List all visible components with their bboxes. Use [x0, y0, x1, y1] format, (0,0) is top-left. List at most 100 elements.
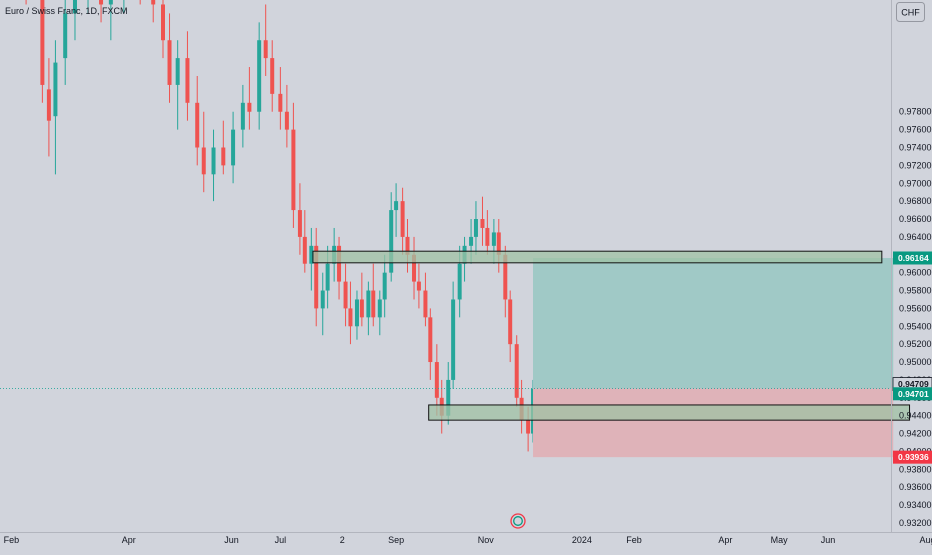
price-tick-label: 0.94400 — [899, 411, 932, 421]
time-tick-label: Jun — [224, 535, 239, 545]
candle-body — [394, 201, 398, 210]
candle-body — [508, 299, 512, 344]
bar-replay-icon[interactable] — [511, 514, 525, 528]
price-tick-label: 0.93400 — [899, 500, 932, 510]
time-tick-label: 2 — [340, 535, 345, 545]
candle-body — [303, 237, 307, 264]
candle-body — [469, 237, 473, 246]
price-tick-label: 0.97600 — [899, 125, 932, 135]
candle-body — [326, 264, 330, 291]
candle-body — [202, 148, 206, 175]
candle-body — [360, 299, 364, 317]
candle-body — [348, 308, 352, 326]
time-tick-label: Sep — [388, 535, 404, 545]
price-tick-label: 0.95800 — [899, 286, 932, 296]
candle-body — [185, 58, 189, 103]
candle-body — [231, 130, 235, 166]
time-tick-label: Aug — [919, 535, 932, 545]
price-tag-label: 0.94701 — [898, 389, 929, 399]
candle-body — [99, 0, 103, 4]
candle-body — [53, 63, 57, 117]
candle-body — [212, 148, 216, 175]
price-tick-label: 0.93200 — [899, 518, 932, 528]
candle-body — [298, 210, 302, 237]
candle-body — [264, 40, 268, 58]
time-tick-label: Apr — [718, 535, 732, 545]
candle-body — [428, 317, 432, 362]
symbol-title: Euro / Swiss Franc, 1D, FXCM — [5, 6, 128, 16]
candle-body — [63, 13, 67, 58]
candle-body — [435, 362, 439, 398]
price-tag-red: 0.93936 — [893, 451, 932, 464]
candle-body — [423, 291, 427, 318]
long-position-target-area[interactable] — [533, 258, 893, 388]
support-zone[interactable] — [429, 405, 910, 420]
time-tick-label: Nov — [478, 535, 495, 545]
candle-body — [474, 219, 478, 237]
price-tick-label: 0.96800 — [899, 196, 932, 206]
candle-body — [321, 291, 325, 309]
candle-body — [355, 299, 359, 326]
currency-button-label[interactable]: CHF — [901, 8, 920, 18]
candle-body — [151, 0, 155, 4]
candle-body — [383, 273, 387, 300]
candle-body — [195, 103, 199, 148]
time-tick-label: 2024 — [572, 535, 592, 545]
candle-body — [451, 299, 455, 379]
price-tick-label: 0.95600 — [899, 303, 932, 313]
price-tick-label: 0.95200 — [899, 339, 932, 349]
time-tick-label: Feb — [626, 535, 642, 545]
candle — [515, 335, 519, 407]
candle-body — [378, 299, 382, 317]
resistance-zone[interactable] — [313, 251, 882, 263]
time-tick-label: Jun — [821, 535, 836, 545]
price-tick-label: 0.93800 — [899, 464, 932, 474]
candle-body — [485, 228, 489, 246]
price-tick-label: 0.94200 — [899, 429, 932, 439]
price-tick-label: 0.95400 — [899, 321, 932, 331]
price-tag-label: 0.93936 — [898, 452, 929, 462]
candle-body — [344, 282, 348, 309]
price-tick-label: 0.95000 — [899, 357, 932, 367]
candle-body — [270, 58, 274, 94]
price-tag-green: 0.96164 — [893, 251, 932, 264]
price-tick-label: 0.97000 — [899, 178, 932, 188]
time-tick-label: Jul — [275, 535, 287, 545]
price-tick-label: 0.97800 — [899, 107, 932, 117]
time-tick-label: Apr — [122, 535, 136, 545]
currency-button[interactable]: CHF — [897, 3, 925, 22]
candle-body — [176, 58, 180, 85]
candle-body — [161, 4, 165, 40]
price-tick-label: 0.97400 — [899, 143, 932, 153]
candle-body — [168, 40, 172, 85]
price-tick-label: 0.96400 — [899, 232, 932, 242]
candle-body — [417, 282, 421, 291]
price-tick-label: 0.93600 — [899, 482, 932, 492]
price-tag-green: 0.94701 — [893, 387, 932, 400]
candle-body — [285, 112, 289, 130]
candle-body — [371, 291, 375, 318]
price-tick-label: 0.97200 — [899, 160, 932, 170]
candle-body — [401, 201, 405, 237]
candle-body — [458, 264, 462, 300]
time-tick-label: May — [771, 535, 789, 545]
candle-body — [47, 89, 51, 120]
candle-body — [241, 103, 245, 130]
candle-body — [526, 420, 530, 433]
candle-body — [247, 103, 251, 112]
candle-body — [480, 219, 484, 228]
price-tick-label: 0.96600 — [899, 214, 932, 224]
candle-body — [109, 0, 113, 4]
long-position-stop-area[interactable] — [533, 388, 893, 457]
candle-body — [221, 148, 225, 166]
candle-body — [366, 291, 370, 318]
candle-body — [492, 232, 496, 245]
time-tick-label: Feb — [4, 535, 20, 545]
price-tick-label: 0.96000 — [899, 268, 932, 278]
candle-body — [278, 94, 282, 112]
candle-body — [291, 130, 295, 210]
candle-body — [515, 344, 519, 398]
candle-body — [257, 40, 261, 112]
